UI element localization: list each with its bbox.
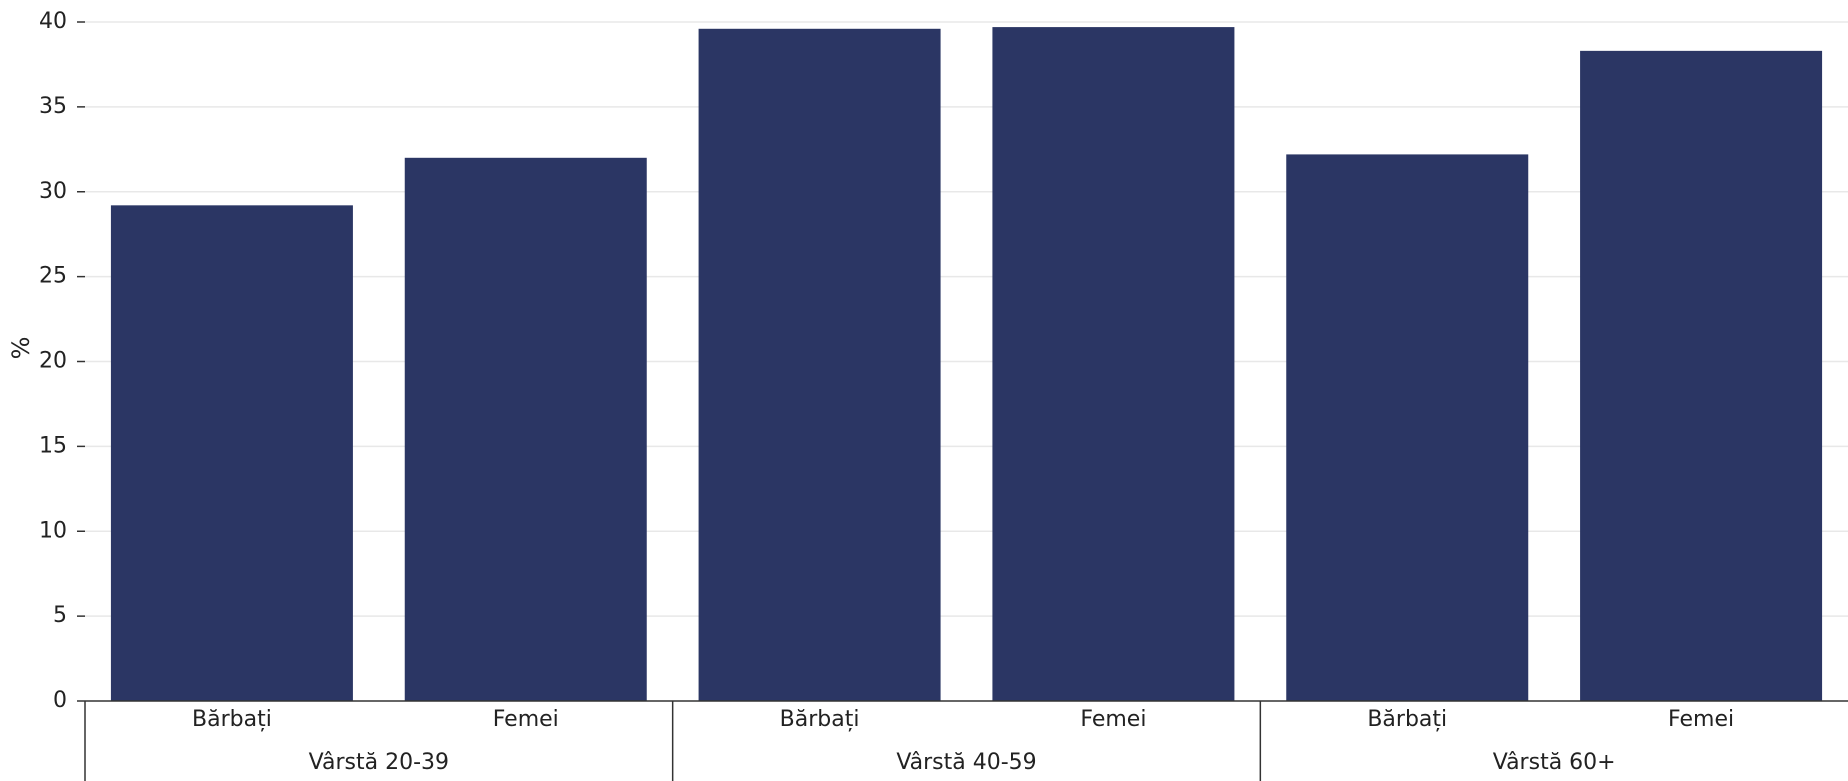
y-tick-labels: 0 5 10 15 20 25 30 35 40 bbox=[39, 9, 67, 713]
x-category-label: Bărbați bbox=[1367, 707, 1447, 732]
bar bbox=[992, 27, 1235, 701]
gridlines bbox=[85, 21, 1848, 617]
bar bbox=[1286, 154, 1529, 701]
x-category-labels: Bărbați Femei Vârstă 20-39 Bărbați Femei Vârs… bbox=[192, 707, 1734, 775]
x-category-label: Femei bbox=[1080, 707, 1146, 732]
y-tick-label: 15 bbox=[39, 433, 67, 458]
y-tick-label: 25 bbox=[39, 264, 67, 289]
y-tick-label: 0 bbox=[53, 688, 67, 713]
y-axis-title: % bbox=[7, 337, 35, 360]
x-group-label: Vârstă 60+ bbox=[1493, 750, 1616, 775]
x-category-label: Femei bbox=[1668, 707, 1734, 732]
y-tick-label: 20 bbox=[39, 349, 67, 374]
bar bbox=[404, 157, 647, 702]
x-group-label: Vârstă 20-39 bbox=[309, 750, 449, 775]
y-tick-label: 5 bbox=[53, 603, 67, 628]
bar bbox=[110, 205, 353, 701]
y-tick-label: 35 bbox=[39, 94, 67, 119]
y-tick-label: 40 bbox=[39, 9, 67, 34]
y-tick-label: 10 bbox=[39, 518, 67, 543]
x-category-label: Bărbați bbox=[780, 707, 860, 732]
y-tick-label: 30 bbox=[39, 179, 67, 204]
bar bbox=[1580, 50, 1823, 702]
x-group-label: Vârstă 40-59 bbox=[896, 750, 1036, 775]
axes bbox=[77, 21, 1848, 781]
x-category-label: Bărbați bbox=[192, 707, 272, 732]
x-category-label: Femei bbox=[493, 707, 559, 732]
bars bbox=[110, 27, 1823, 702]
bar bbox=[698, 28, 941, 702]
